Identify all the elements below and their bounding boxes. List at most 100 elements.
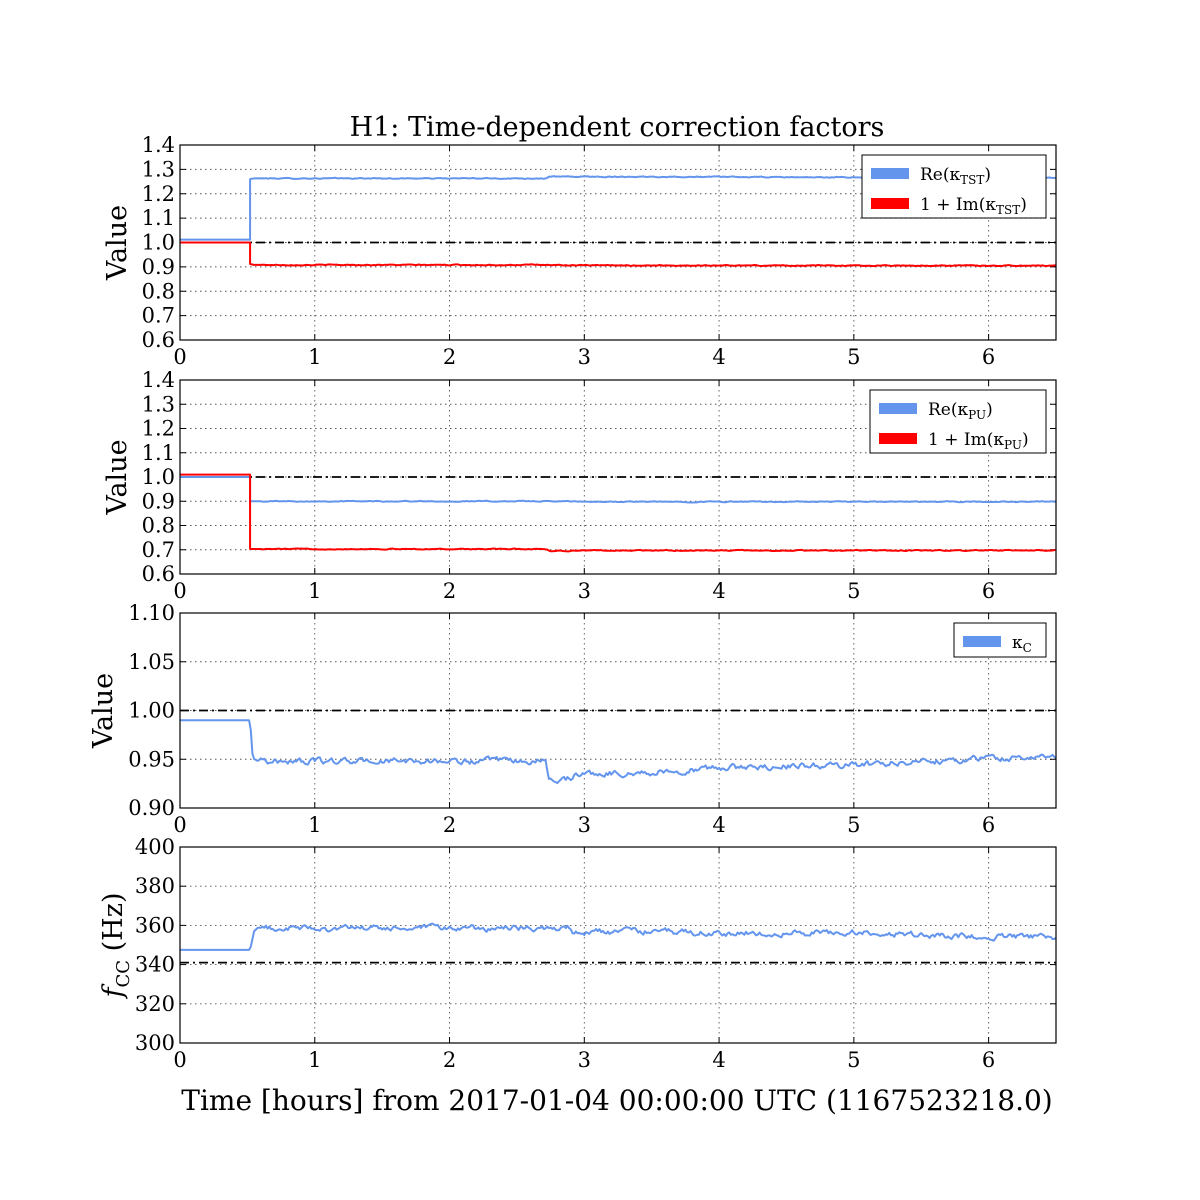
y-tick-label: 320 [135, 992, 175, 1016]
legend-label-close: ) [984, 165, 991, 185]
x-tick-label: 3 [578, 579, 591, 603]
y-tick-label: 0.90 [128, 796, 175, 820]
y-tick-label: 1.10 [128, 601, 175, 625]
plot-frame [179, 144, 1057, 341]
legend-label-subscript: TST [996, 203, 1020, 217]
x-axis-label: Time [hours] from 2017-01-04 00:00:00 UT… [181, 1084, 1052, 1117]
x-tick-label: 4 [712, 813, 725, 837]
y-tick-label: 0.6 [142, 328, 175, 352]
y-tick-label: 1.3 [142, 392, 175, 416]
series-line-1-2 [180, 241, 1057, 268]
legend-label-main: Re(κ [920, 165, 960, 185]
x-tick-label: 1 [308, 345, 321, 369]
y-tick-label: 1.05 [128, 650, 175, 674]
legend-label-close: ) [1022, 430, 1029, 450]
x-tick-label: 0 [173, 1048, 186, 1072]
y-tick-label: 0.9 [142, 489, 175, 513]
x-tick-label: 3 [578, 1048, 591, 1072]
x-tick-label: 2 [443, 1048, 456, 1072]
y-axis-label: Value [102, 439, 133, 515]
y-tick-label: 0.7 [142, 304, 175, 328]
legend-label-1: κC [1012, 633, 1032, 655]
x-tick-label: 1 [308, 1048, 321, 1072]
legend: κC [953, 622, 1047, 658]
y-tick-label: 360 [135, 913, 175, 937]
y-axis-label-unit: (Hz) [98, 893, 129, 960]
legend: Re(κPU)1 + Im(κPU) [869, 389, 1047, 454]
legend-label-2: 1 + Im(κTST) [920, 195, 1027, 217]
legend-label-2: 1 + Im(κPU) [928, 430, 1029, 452]
y-tick-label: 1.0 [142, 465, 175, 489]
y-axis-label-subscript: CC [113, 960, 134, 988]
legend-label-subscript: TST [960, 173, 984, 187]
y-tick-label: 1.4 [142, 368, 175, 392]
x-tick-label: 2 [443, 345, 456, 369]
y-tick-label: 1.0 [142, 231, 175, 255]
x-tick-label: 5 [847, 345, 860, 369]
legend: Re(κTST)1 + Im(κTST) [861, 154, 1047, 219]
x-tick-label: 4 [712, 345, 725, 369]
legend-label-main: κ [1012, 633, 1023, 653]
legend-label-1: Re(κTST) [920, 165, 991, 187]
y-tick-label: 1.1 [142, 441, 175, 465]
x-tick-label: 5 [847, 813, 860, 837]
series-line-4-1 [180, 922, 1057, 951]
panel-3: 0 1 2 3 4 5 6 0.90 0.95 1.00 1.05 1.10 Value κC [88, 601, 1057, 837]
x-tick-label: 4 [712, 1048, 725, 1072]
legend-label-subscript: PU [1004, 438, 1022, 452]
plot-frame [179, 379, 1057, 575]
legend-label-main: 1 + Im(κ [920, 195, 996, 215]
y-tick-label: 0.6 [142, 562, 175, 586]
y-tick-label: 300 [135, 1031, 175, 1055]
x-tick-label: 5 [847, 579, 860, 603]
series-line-3-1 [180, 719, 1057, 785]
series-line-2-1 [180, 476, 1057, 504]
legend-label-1: Re(κPU) [928, 400, 993, 422]
legend-swatch-1 [963, 636, 1001, 647]
x-tick-label: 3 [578, 345, 591, 369]
plot-frame [179, 612, 1057, 809]
legend-label-close: ) [1020, 195, 1027, 215]
y-tick-label: 1.2 [142, 182, 175, 206]
x-tick-label: 1 [308, 813, 321, 837]
y-tick-label: 0.9 [142, 255, 175, 279]
panel-2: 0 1 2 3 4 5 6 0.60.70.80.91.01.11.21.31.4 Value R… [102, 368, 1057, 603]
legend-swatch-1 [871, 168, 909, 179]
x-tick-label: 3 [578, 813, 591, 837]
y-tick-label: 1.2 [142, 417, 175, 441]
chart-title: H1: Time-dependent correction factors [350, 112, 885, 143]
x-tick-label: 0 [173, 345, 186, 369]
legend-label-subscript: C [1023, 641, 1032, 655]
y-tick-label: 400 [135, 835, 175, 859]
legend-swatch-1 [879, 403, 917, 414]
y-tick-label: 0.8 [142, 279, 175, 303]
y-tick-label: 1.1 [142, 206, 175, 230]
x-tick-label: 6 [982, 1048, 995, 1072]
y-tick-label: 380 [135, 874, 175, 898]
x-tick-label: 2 [443, 579, 456, 603]
legend-label-subscript: PU [968, 408, 986, 422]
x-tick-label: 4 [712, 579, 725, 603]
y-tick-label: 1.4 [142, 133, 175, 157]
y-tick-label: 340 [135, 953, 175, 977]
y-tick-label: 0.8 [142, 514, 175, 538]
x-tick-label: 2 [443, 813, 456, 837]
legend-swatch-2 [871, 198, 909, 209]
x-tick-label: 6 [982, 813, 995, 837]
y-tick-label: 0.7 [142, 538, 175, 562]
y-axis-label: Value [88, 673, 119, 749]
y-tick-label: 1.00 [128, 699, 175, 723]
x-tick-label: 0 [173, 579, 186, 603]
panel-4: 0 1 2 3 4 5 6 300 320 340 360 380 400 fCC (Hz) [98, 835, 1057, 1072]
legend-label-main: Re(κ [928, 400, 968, 420]
y-tick-label: 0.95 [128, 747, 175, 771]
x-tick-label: 6 [982, 579, 995, 603]
x-tick-label: 5 [847, 1048, 860, 1072]
series-line-2-2 [180, 473, 1057, 553]
plot-frame [179, 846, 1057, 1044]
legend-label-close: ) [986, 400, 993, 420]
y-tick-label: 1.3 [142, 157, 175, 181]
legend-label-main: 1 + Im(κ [928, 430, 1004, 450]
